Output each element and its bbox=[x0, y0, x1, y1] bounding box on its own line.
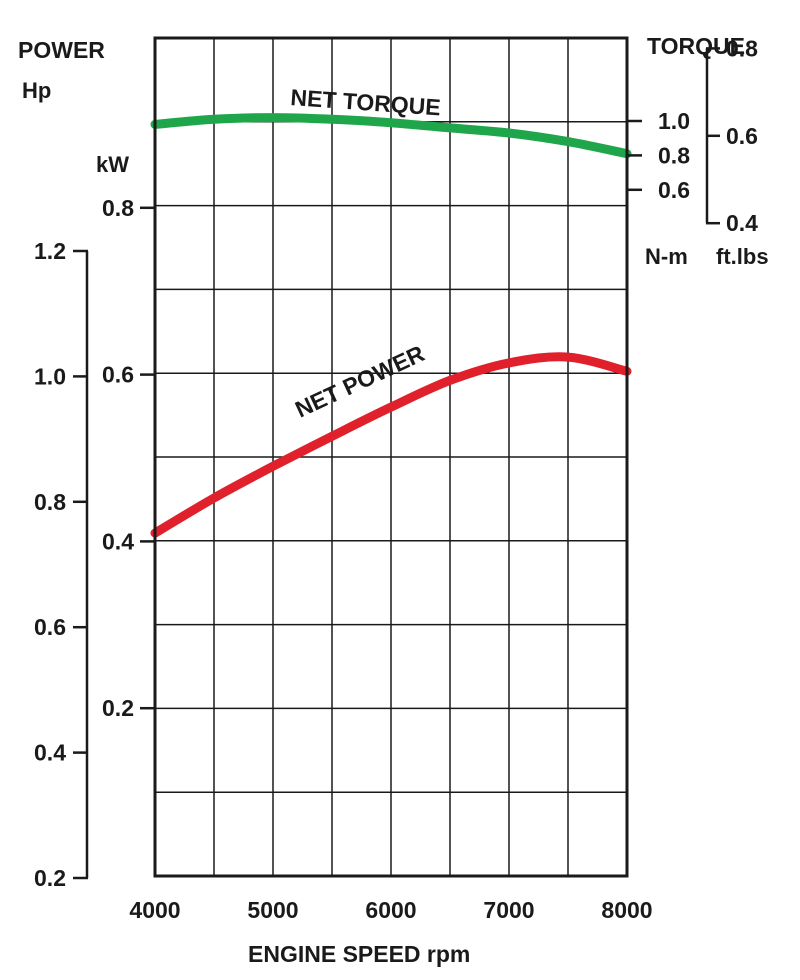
nm-tick-label: 1.0 bbox=[658, 108, 690, 134]
x-axis-title: ENGINE SPEED rpm bbox=[248, 941, 470, 967]
axes: 4000 5000 6000 7000 8000 1.2 1.0 0.8 0.6 0.4 0.2 0.… bbox=[34, 35, 758, 923]
kw-unit-label: kW bbox=[96, 152, 129, 177]
hp-tick-label: 0.4 bbox=[34, 740, 66, 766]
kw-tick-label: 0.2 bbox=[102, 695, 134, 721]
hp-tick-label: 0.6 bbox=[34, 614, 66, 640]
ftlbs-tick-label: 0.6 bbox=[726, 123, 758, 149]
ftlbs-unit-label: ft.lbs bbox=[716, 244, 769, 269]
kw-tick-label: 0.4 bbox=[102, 528, 134, 554]
net-power-curve bbox=[150, 352, 632, 538]
torque-axis-title: TORQUE bbox=[647, 33, 745, 59]
hp-tick-label: 0.2 bbox=[34, 865, 66, 891]
grid bbox=[155, 38, 627, 876]
curves bbox=[150, 113, 632, 538]
nm-tick-label: 0.6 bbox=[658, 177, 690, 203]
kw-tick-label: 0.6 bbox=[102, 362, 134, 388]
power-axis-title: POWER bbox=[18, 37, 105, 63]
ftlbs-tick-label: 0.4 bbox=[726, 210, 758, 236]
x-tick-label: 7000 bbox=[483, 897, 534, 923]
x-tick-label: 5000 bbox=[247, 897, 298, 923]
kw-tick-label: 0.8 bbox=[102, 195, 134, 221]
ftlbs-tick-label: 0.8 bbox=[726, 35, 758, 61]
x-tick-label: 8000 bbox=[601, 897, 652, 923]
hp-tick-label: 1.2 bbox=[34, 238, 66, 264]
net-torque-curve bbox=[150, 113, 632, 159]
hp-tick-label: 0.8 bbox=[34, 489, 66, 515]
hp-unit-label: Hp bbox=[22, 78, 51, 103]
nm-tick-label: 0.8 bbox=[658, 142, 690, 168]
x-tick-label: 6000 bbox=[365, 897, 416, 923]
nm-unit-label: N-m bbox=[645, 244, 688, 269]
net-power-label: NET POWER bbox=[291, 340, 429, 423]
hp-tick-label: 1.0 bbox=[34, 363, 66, 389]
plot-frame bbox=[153, 36, 629, 878]
x-tick-label: 4000 bbox=[129, 897, 180, 923]
